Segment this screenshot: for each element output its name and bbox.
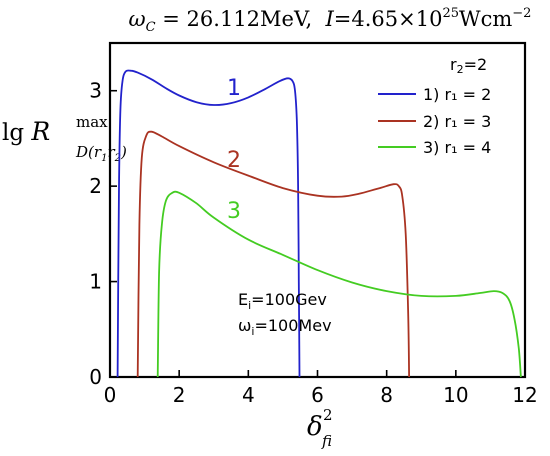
title-intensity-symbol: I bbox=[325, 7, 335, 31]
ylabel-sub-r1: 1 bbox=[101, 153, 107, 164]
annotation-omega: ωi=100Mev bbox=[238, 316, 332, 338]
x-tick-label: 2 bbox=[173, 383, 186, 407]
ylabel-sub-close: ) bbox=[120, 143, 127, 161]
annotation-omega-value: =100Mev bbox=[254, 316, 331, 335]
x-tick-label: 4 bbox=[242, 383, 255, 407]
title-omega-value: = 26.112MeV, bbox=[156, 7, 326, 31]
ylabel-symbol: R bbox=[30, 117, 50, 146]
xlabel-sup: 2 bbox=[323, 406, 333, 424]
title-omega: ω bbox=[129, 7, 146, 31]
annotation-energy-sub: i bbox=[248, 299, 251, 312]
series-label-3: 3 bbox=[227, 199, 241, 224]
annotation-energy-value: =100Gev bbox=[251, 290, 327, 309]
chart-title: ωC = 26.112MeV, I=4.65×1025Wcm−2 bbox=[129, 6, 532, 35]
ylabel-sub-r2: 2 bbox=[114, 153, 121, 164]
ylabel-sub-r: r bbox=[107, 143, 115, 161]
annotation-omega-sym: ω bbox=[238, 316, 251, 335]
legend-title-sub: 2 bbox=[457, 63, 464, 76]
y-tick-label: 3 bbox=[89, 79, 102, 103]
legend-entry-1: 1) r₁ = 2 bbox=[423, 85, 491, 104]
xlabel-sub: fi bbox=[321, 432, 332, 450]
legend-title-value: =2 bbox=[464, 55, 488, 74]
title-unit: Wcm bbox=[459, 7, 512, 31]
ylabel-sup: max bbox=[76, 113, 108, 131]
annotation-energy: Ei=100Gev bbox=[238, 290, 327, 312]
y-tick-label: 1 bbox=[89, 270, 102, 294]
x-tick-label: 12 bbox=[512, 383, 537, 407]
ylabel-sub-d: D(r bbox=[75, 143, 102, 161]
series-line-2 bbox=[136, 130, 410, 378]
legend-title-r: r bbox=[450, 55, 457, 74]
x-axis-label: δ bbox=[307, 412, 323, 442]
series-group bbox=[116, 69, 522, 378]
legend-title: r2=2 bbox=[450, 55, 487, 76]
y-tick-label: 2 bbox=[89, 174, 102, 198]
series-label-2: 2 bbox=[227, 148, 241, 173]
annotation-energy-e: E bbox=[238, 290, 248, 309]
series-line-3 bbox=[156, 190, 522, 378]
x-tick-label: 6 bbox=[311, 383, 324, 407]
x-tick-label: 0 bbox=[104, 383, 117, 407]
legend: r2=2 1) r₁ = 2 2) r₁ = 3 3) r₁ = 4 bbox=[378, 55, 491, 157]
title-unit-exp: −2 bbox=[512, 6, 531, 21]
legend-entry-2: 2) r₁ = 3 bbox=[423, 112, 491, 131]
ylabel-lg: lg bbox=[2, 120, 31, 146]
legend-entry-3: 3) r₁ = 4 bbox=[423, 138, 491, 157]
y-tick-label: 0 bbox=[89, 365, 102, 389]
ylabel-sub: D(r1r2) bbox=[75, 143, 127, 164]
y-axis-label: lg R bbox=[2, 117, 50, 146]
series-line-1 bbox=[116, 69, 301, 378]
x-tick-label: 10 bbox=[443, 383, 468, 407]
title-intensity-exp: 25 bbox=[442, 6, 459, 21]
title-omega-sub: C bbox=[146, 20, 156, 35]
title-intensity-value: =4.65×10 bbox=[334, 7, 443, 31]
x-tick-label: 8 bbox=[380, 383, 393, 407]
annotation-omega-sub: i bbox=[251, 325, 254, 338]
series-label-1: 1 bbox=[227, 76, 241, 101]
